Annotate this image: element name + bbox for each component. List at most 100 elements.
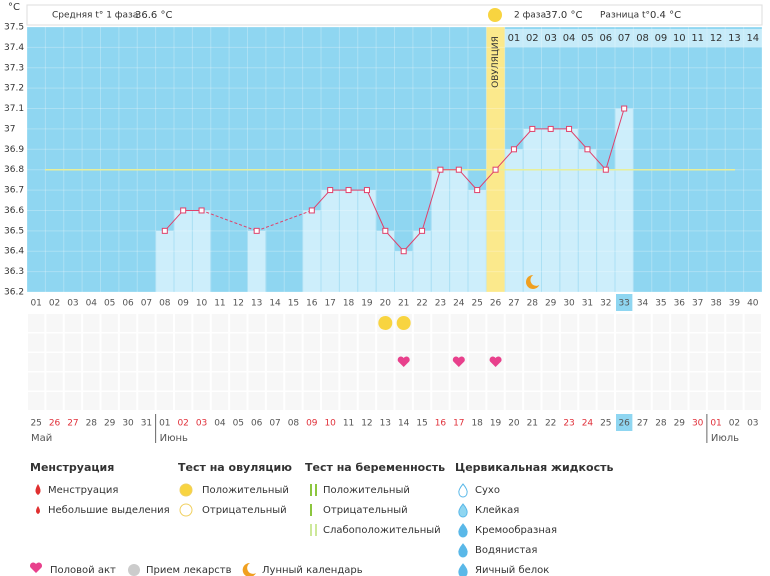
marker-cell (579, 392, 596, 410)
marker-cell (395, 372, 412, 391)
cycle-day: 11 (214, 299, 225, 309)
y-tick-label: 36.3 (4, 267, 24, 277)
marker-cell (211, 314, 229, 332)
legend-item: Отрицательный (323, 505, 408, 516)
legend-title: Цервикальная жидкость (455, 461, 613, 474)
legend-icon (458, 563, 468, 576)
post-ovulation-day: 09 (655, 33, 668, 44)
temperature-bar (358, 190, 376, 292)
header-bar (26, 4, 763, 26)
legend-icon (242, 562, 256, 576)
marker-cell (28, 314, 45, 332)
date: 06 (251, 419, 263, 429)
cycle-day: 16 (306, 299, 318, 309)
date: 03 (747, 419, 758, 429)
marker-cell (303, 333, 320, 352)
date: 24 (582, 419, 594, 429)
temperature-bar (615, 108, 633, 293)
marker-cell (744, 314, 761, 332)
marker-cell (469, 353, 486, 371)
month-label: Май (31, 433, 52, 444)
marker-cell (579, 333, 596, 352)
cycle-day: 19 (361, 299, 373, 309)
post-ovulation-cell (725, 29, 744, 47)
intercourse-icon (489, 356, 502, 367)
diff-label: Разница t° (600, 11, 650, 21)
marker-cell (487, 333, 504, 352)
date: 05 (233, 419, 244, 429)
date: 01 (159, 419, 170, 429)
marker-cell (560, 392, 578, 410)
marker-cell (64, 372, 82, 391)
post-ovulation-day: 04 (563, 33, 576, 44)
marker-cell (358, 372, 376, 391)
date: 27 (637, 419, 648, 429)
legend-icon (128, 564, 140, 576)
marker-cell (597, 333, 614, 352)
date: 25 (600, 419, 611, 429)
legend-title: Менструация (30, 461, 114, 474)
marker-cell (303, 372, 320, 391)
marker-cell (340, 372, 357, 391)
legend-icon (315, 524, 317, 536)
marker-cell (671, 353, 688, 371)
temperature-bar (192, 210, 211, 292)
date: 13 (380, 419, 391, 429)
temperature-point (510, 146, 517, 153)
marker-cell (542, 314, 559, 332)
cycle-day: 24 (453, 299, 465, 309)
marker-cell (597, 372, 614, 391)
cycle-day: 35 (655, 299, 666, 309)
marker-cell (211, 392, 229, 410)
temperature-bar (174, 210, 192, 292)
marker-cell (542, 353, 559, 371)
date: 30 (692, 419, 704, 429)
temperature-bar (413, 230, 431, 292)
marker-cell (138, 314, 155, 332)
post-ovulation-day: 10 (673, 33, 686, 44)
post-ovulation-day: 07 (618, 33, 631, 44)
temperature-bar (321, 190, 339, 292)
marker-cell (652, 353, 670, 371)
marker-cell (450, 372, 467, 391)
marker-cell (322, 372, 339, 391)
marker-cell (138, 392, 155, 410)
marker-cell (524, 333, 541, 352)
marker-cell (377, 392, 394, 410)
marker-cell (432, 314, 449, 332)
marker-cell (175, 333, 192, 352)
y-tick-label: 36.7 (4, 186, 24, 196)
post-ovulation-cell (615, 29, 634, 47)
marker-cell (707, 392, 725, 410)
legend-icon (29, 562, 43, 573)
marker-cell (689, 353, 706, 371)
legend-item: Положительный (323, 485, 410, 496)
date: 28 (655, 419, 667, 429)
legend-item: Слабоположительный (323, 525, 441, 536)
marker-cell (377, 372, 394, 391)
marker-cell (744, 372, 761, 391)
marker-cell (726, 314, 743, 332)
marker-cell (156, 372, 173, 391)
temperature-point (180, 207, 187, 214)
temperature-bar (450, 169, 468, 292)
date: 10 (324, 419, 336, 429)
marker-cell (671, 314, 688, 332)
marker-cell (193, 333, 210, 352)
legend-title: Тест на овуляцию (178, 461, 292, 474)
legend-icon (458, 543, 468, 558)
cycle-day: 08 (159, 299, 171, 309)
marker-cell (230, 333, 247, 352)
marker-cell (524, 314, 541, 332)
marker-cell (505, 392, 523, 410)
legend-icon (179, 503, 193, 517)
ovulation-icon (488, 8, 502, 22)
temperature-point (437, 166, 444, 173)
marker-cell (487, 372, 504, 391)
marker-cell (156, 392, 173, 410)
legend-item: Лунный календарь (262, 565, 363, 576)
marker-cell (119, 353, 137, 371)
marker-cell (707, 372, 725, 391)
marker-cell (340, 392, 357, 410)
